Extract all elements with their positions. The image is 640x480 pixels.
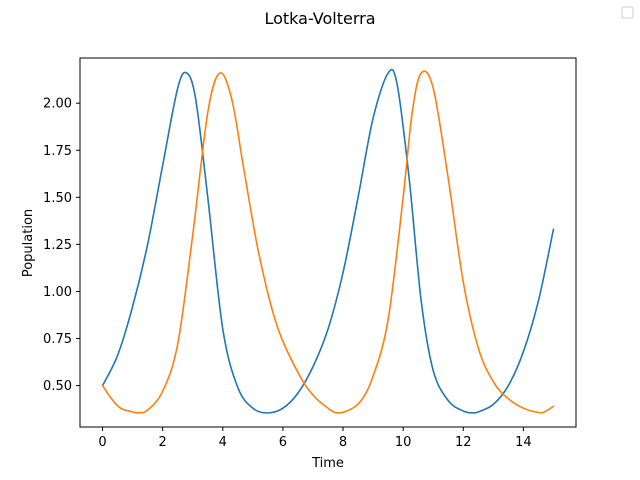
x-tick-label: 12 <box>455 435 472 450</box>
series-line-2 <box>101 70 555 414</box>
y-tick-label: 1.00 <box>43 285 72 300</box>
x-tick-label: 0 <box>98 435 106 450</box>
empty-legend-box <box>621 6 634 19</box>
x-tick-label: 4 <box>219 435 227 450</box>
x-tick-label: 8 <box>339 435 347 450</box>
x-axis-label: Time <box>311 456 344 471</box>
x-axis-ticks: 0 2 4 6 8 10 12 14 <box>98 427 532 450</box>
series-layer <box>101 68 555 414</box>
series-line-1 <box>101 68 555 414</box>
x-tick-label: 10 <box>395 435 412 450</box>
y-tick-label: 1.25 <box>43 238 72 253</box>
plot-area <box>80 58 576 427</box>
y-axis-ticks: 0.50 0.75 1.00 1.25 1.50 1.75 2.00 <box>43 97 80 394</box>
y-tick-label: 1.75 <box>43 144 72 159</box>
y-tick-label: 1.50 <box>43 191 72 206</box>
x-tick-label: 14 <box>515 435 532 450</box>
x-tick-label: 2 <box>159 435 167 450</box>
chart-title: Lotka-Volterra <box>264 9 375 28</box>
x-tick-label: 6 <box>279 435 287 450</box>
plot-frame <box>79 57 577 428</box>
y-tick-label: 0.50 <box>43 379 72 394</box>
y-tick-label: 2.00 <box>43 97 72 112</box>
y-tick-label: 0.75 <box>43 332 72 347</box>
y-axis-label: Population <box>21 209 36 277</box>
